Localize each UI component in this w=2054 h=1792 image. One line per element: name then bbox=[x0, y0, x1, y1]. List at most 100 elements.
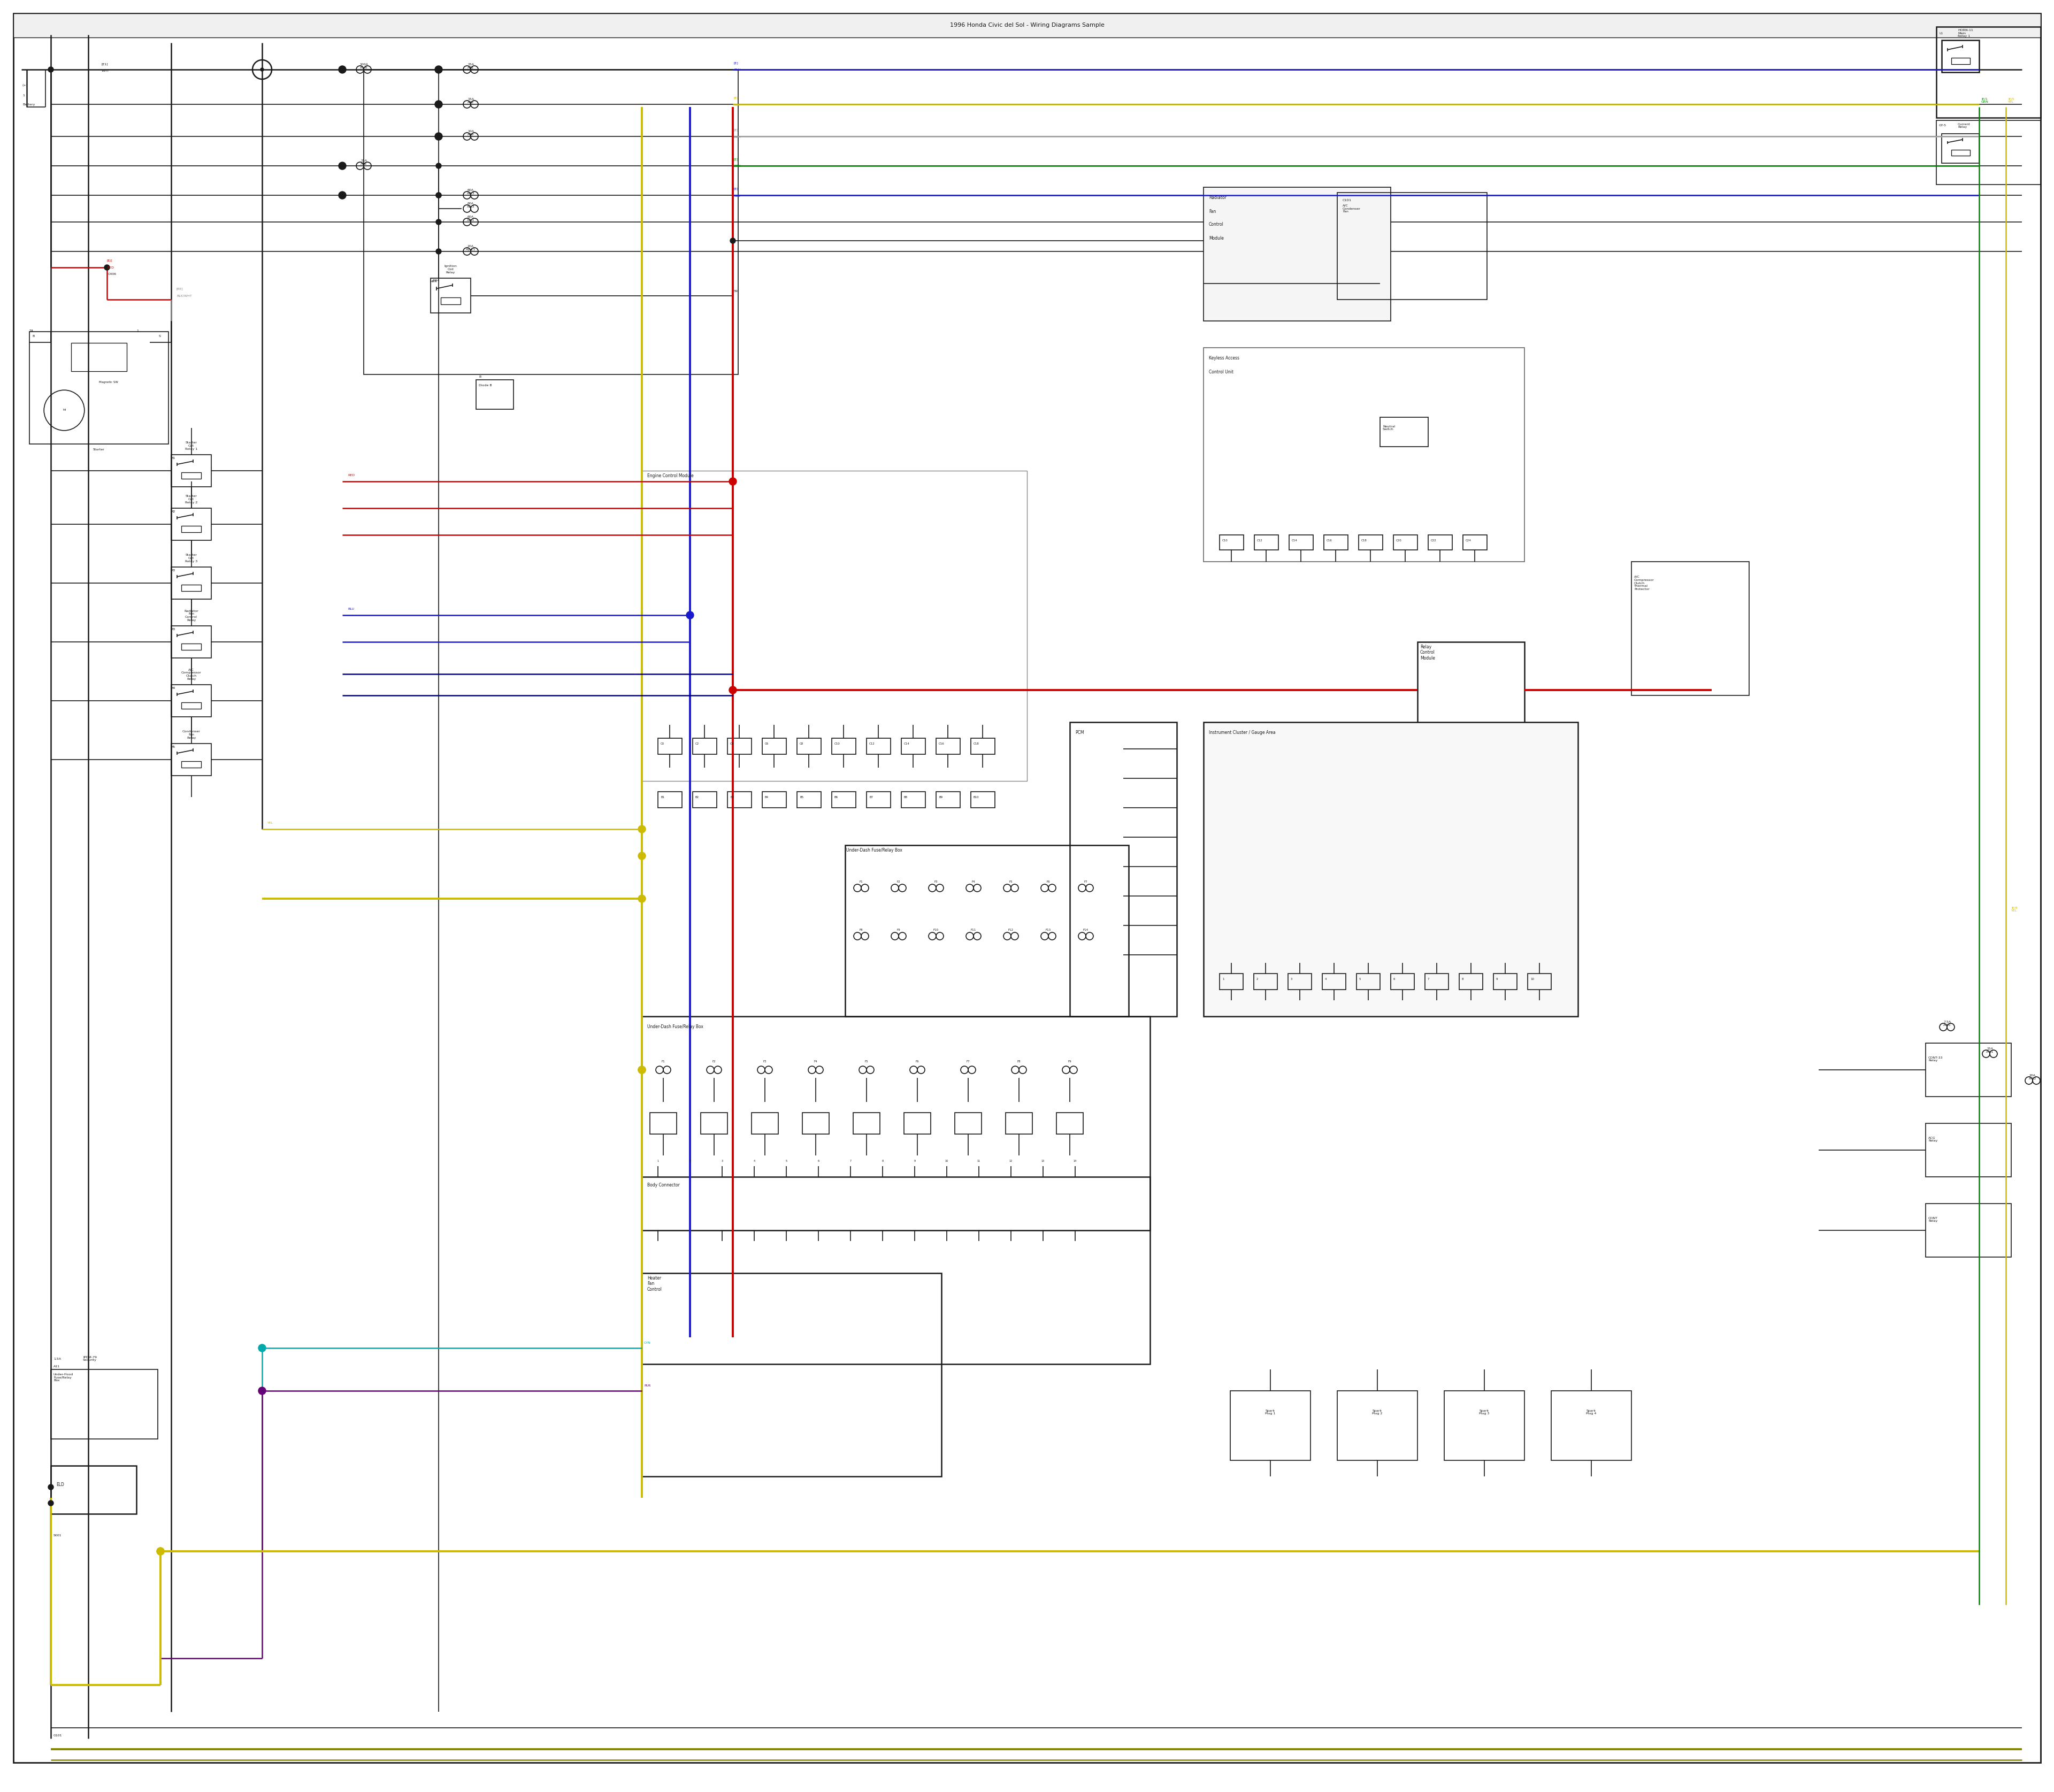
Bar bbox=[1951, 57, 1970, 65]
Text: Under-Hood
Fuse/Relay
Box: Under-Hood Fuse/Relay Box bbox=[53, 1373, 74, 1382]
Bar bbox=[797, 792, 822, 808]
Circle shape bbox=[639, 1066, 645, 1073]
Circle shape bbox=[639, 826, 645, 833]
Circle shape bbox=[339, 161, 345, 170]
Bar bbox=[1937, 120, 2040, 185]
Text: YEL: YEL bbox=[733, 104, 739, 106]
Text: Relay
Control
Module: Relay Control Module bbox=[1419, 645, 1436, 661]
Text: L1: L1 bbox=[1939, 32, 1943, 34]
Text: [E]: [E] bbox=[733, 129, 739, 131]
Text: C12: C12 bbox=[1257, 539, 1263, 541]
Text: Under-Dash Fuse/Relay Box: Under-Dash Fuse/Relay Box bbox=[647, 1025, 702, 1029]
Text: Heater
Fan
Control: Heater Fan Control bbox=[647, 1276, 661, 1292]
Text: 13: 13 bbox=[1041, 1159, 1045, 1163]
Circle shape bbox=[156, 1548, 164, 1555]
Text: F14: F14 bbox=[1082, 928, 1089, 932]
Text: 60A
A2-3: 60A A2-3 bbox=[466, 188, 474, 195]
Text: (+): (+) bbox=[23, 84, 29, 88]
Bar bbox=[1253, 973, 1278, 989]
Text: G101: G101 bbox=[53, 1735, 62, 1736]
Bar bbox=[170, 625, 212, 658]
Text: B2: B2 bbox=[696, 796, 698, 799]
Text: C0: C0 bbox=[661, 742, 665, 745]
Text: M2: M2 bbox=[170, 511, 175, 513]
Circle shape bbox=[435, 192, 442, 197]
Text: B: B bbox=[33, 335, 35, 337]
Text: 1: 1 bbox=[23, 93, 25, 97]
Bar bbox=[1337, 1391, 1417, 1460]
Text: 15A
A16: 15A A16 bbox=[362, 159, 368, 165]
Text: CONT-33
Relay: CONT-33 Relay bbox=[1929, 1055, 1943, 1063]
Circle shape bbox=[47, 66, 53, 72]
Text: Spark
Plug 1: Spark Plug 1 bbox=[1265, 1409, 1276, 1416]
Text: C406: C406 bbox=[109, 272, 117, 276]
Bar bbox=[1458, 973, 1483, 989]
Text: C4: C4 bbox=[729, 742, 733, 745]
Bar bbox=[170, 566, 212, 599]
Text: 20A
A2-11: 20A A2-11 bbox=[466, 246, 477, 251]
Text: Condenser
Fan
Relay: Condenser Fan Relay bbox=[183, 731, 201, 740]
Bar bbox=[1290, 536, 1313, 550]
Bar bbox=[692, 792, 717, 808]
Circle shape bbox=[435, 100, 442, 108]
Text: M3: M3 bbox=[170, 570, 175, 572]
Circle shape bbox=[339, 163, 345, 168]
Bar bbox=[797, 738, 822, 754]
Bar bbox=[1323, 973, 1345, 989]
Text: 11: 11 bbox=[978, 1159, 980, 1163]
Text: B: B bbox=[479, 376, 481, 378]
Bar bbox=[641, 1177, 1150, 1231]
Bar bbox=[852, 1113, 879, 1134]
Bar bbox=[51, 1369, 158, 1439]
Text: F4: F4 bbox=[813, 1061, 817, 1063]
Text: F3: F3 bbox=[935, 880, 939, 883]
Text: 15A
A21: 15A A21 bbox=[468, 63, 474, 68]
Bar bbox=[181, 643, 201, 650]
Text: [EJ]: [EJ] bbox=[107, 260, 113, 262]
Text: Module: Module bbox=[1210, 235, 1224, 240]
Bar bbox=[170, 685, 212, 717]
Bar bbox=[1417, 642, 1524, 738]
Bar bbox=[1462, 536, 1487, 550]
Text: 60A
A2-1: 60A A2-1 bbox=[466, 215, 474, 222]
Text: C22: C22 bbox=[1432, 539, 1436, 541]
Circle shape bbox=[435, 219, 442, 224]
Text: C6: C6 bbox=[764, 742, 768, 745]
Text: T4: T4 bbox=[29, 330, 33, 332]
Text: F7: F7 bbox=[965, 1061, 969, 1063]
Text: F7: F7 bbox=[1085, 880, 1089, 883]
Text: A/C
Compressor
Clutch
Relay: A/C Compressor Clutch Relay bbox=[181, 668, 201, 681]
Bar bbox=[1255, 536, 1278, 550]
Text: Starter: Starter bbox=[92, 448, 105, 452]
Circle shape bbox=[639, 894, 645, 903]
Text: Keyless Access: Keyless Access bbox=[1210, 357, 1239, 360]
Bar bbox=[1056, 1113, 1082, 1134]
Bar bbox=[14, 13, 2040, 38]
Text: F10: F10 bbox=[933, 928, 939, 932]
Bar bbox=[904, 1113, 930, 1134]
Text: F2: F2 bbox=[713, 1061, 717, 1063]
Text: 15A
A22: 15A A22 bbox=[468, 99, 474, 104]
Text: [E]: [E] bbox=[733, 97, 739, 99]
Circle shape bbox=[639, 1066, 645, 1073]
Bar bbox=[832, 738, 857, 754]
Bar bbox=[1325, 536, 1347, 550]
Bar bbox=[1220, 973, 1243, 989]
Circle shape bbox=[339, 66, 345, 73]
Bar bbox=[972, 738, 994, 754]
Circle shape bbox=[339, 192, 345, 199]
Text: ELD: ELD bbox=[55, 1482, 64, 1487]
Bar bbox=[1337, 192, 1487, 299]
Text: Neutral
Switch: Neutral Switch bbox=[1382, 425, 1395, 430]
Text: ACG
Relay: ACG Relay bbox=[1929, 1136, 1937, 1142]
Bar bbox=[902, 792, 926, 808]
Bar bbox=[1425, 973, 1448, 989]
Text: 10A
A29: 10A A29 bbox=[468, 131, 474, 136]
Circle shape bbox=[47, 1484, 53, 1489]
Bar bbox=[1204, 186, 1391, 321]
Text: A/C
Condenser
Fan: A/C Condenser Fan bbox=[1343, 204, 1360, 213]
Bar bbox=[902, 738, 926, 754]
Bar bbox=[1204, 348, 1524, 561]
Bar bbox=[72, 342, 127, 371]
Circle shape bbox=[259, 1344, 265, 1351]
